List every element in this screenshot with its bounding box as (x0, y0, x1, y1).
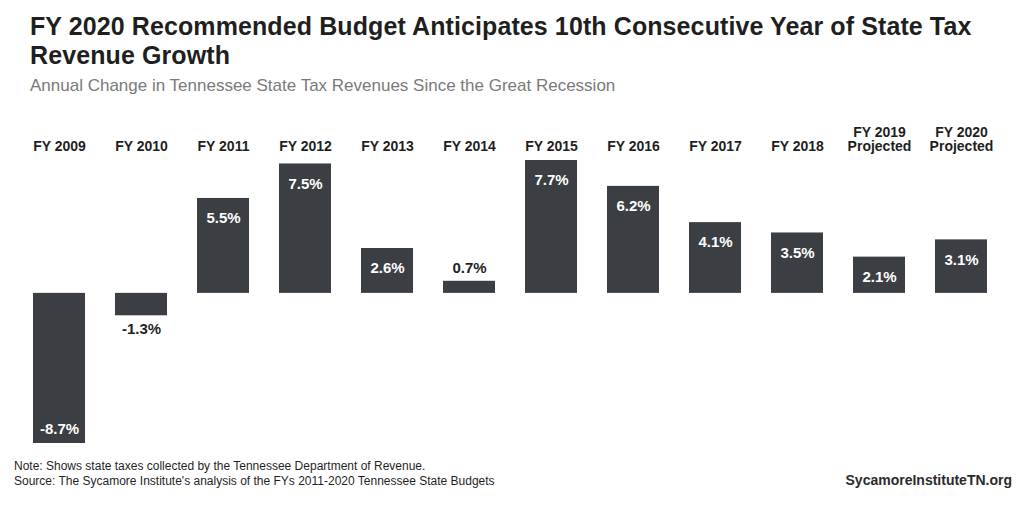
svg-text:FY 2009: FY 2009 (33, 138, 86, 154)
svg-text:FY 2014: FY 2014 (443, 138, 496, 154)
svg-text:7.7%: 7.7% (534, 171, 568, 188)
svg-text:-1.3%: -1.3% (122, 320, 161, 337)
svg-text:2.6%: 2.6% (370, 259, 404, 276)
svg-text:3.1%: 3.1% (944, 251, 978, 268)
svg-text:FY 2010: FY 2010 (115, 138, 168, 154)
svg-text:3.5%: 3.5% (780, 244, 814, 261)
html-text:FY 2020 Recommended Budget Ant: FY 2020 Recommended Budget Anticipates 1… (30, 12, 972, 69)
svg-text:FY 2013: FY 2013 (361, 138, 414, 154)
svg-text:FY 2017: FY 2017 (689, 138, 742, 154)
svg-text:7.5%: 7.5% (288, 175, 322, 192)
svg-text:6.2%: 6.2% (616, 197, 650, 214)
html-text:SycamoreInstituteTN.org: SycamoreInstituteTN.org (845, 472, 1012, 488)
svg-text:5.5%: 5.5% (206, 209, 240, 226)
svg-text:FY 2016: FY 2016 (607, 138, 660, 154)
svg-text:FY 2012: FY 2012 (279, 138, 332, 154)
svg-text:2.1%: 2.1% (862, 268, 896, 285)
svg-text:FY 2020Projected: FY 2020Projected (930, 124, 994, 154)
html-text:Source: The Sycamore Institute: Source: The Sycamore Institute's analysi… (14, 474, 495, 488)
svg-text:FY 2018: FY 2018 (771, 138, 824, 154)
svg-text:FY 2011: FY 2011 (198, 138, 250, 154)
html-text:Note: Shows state taxes collec: Note: Shows state taxes collected by the… (14, 459, 426, 473)
svg-text:FY 2019Projected: FY 2019Projected (848, 124, 912, 154)
svg-text:0.7%: 0.7% (452, 259, 486, 276)
svg-text:-8.7%: -8.7% (40, 420, 79, 437)
svg-text:4.1%: 4.1% (698, 233, 732, 250)
html-text:Annual Change in Tennessee Sta: Annual Change in Tennessee State Tax Rev… (30, 76, 616, 95)
svg-text:FY 2015: FY 2015 (525, 138, 578, 154)
